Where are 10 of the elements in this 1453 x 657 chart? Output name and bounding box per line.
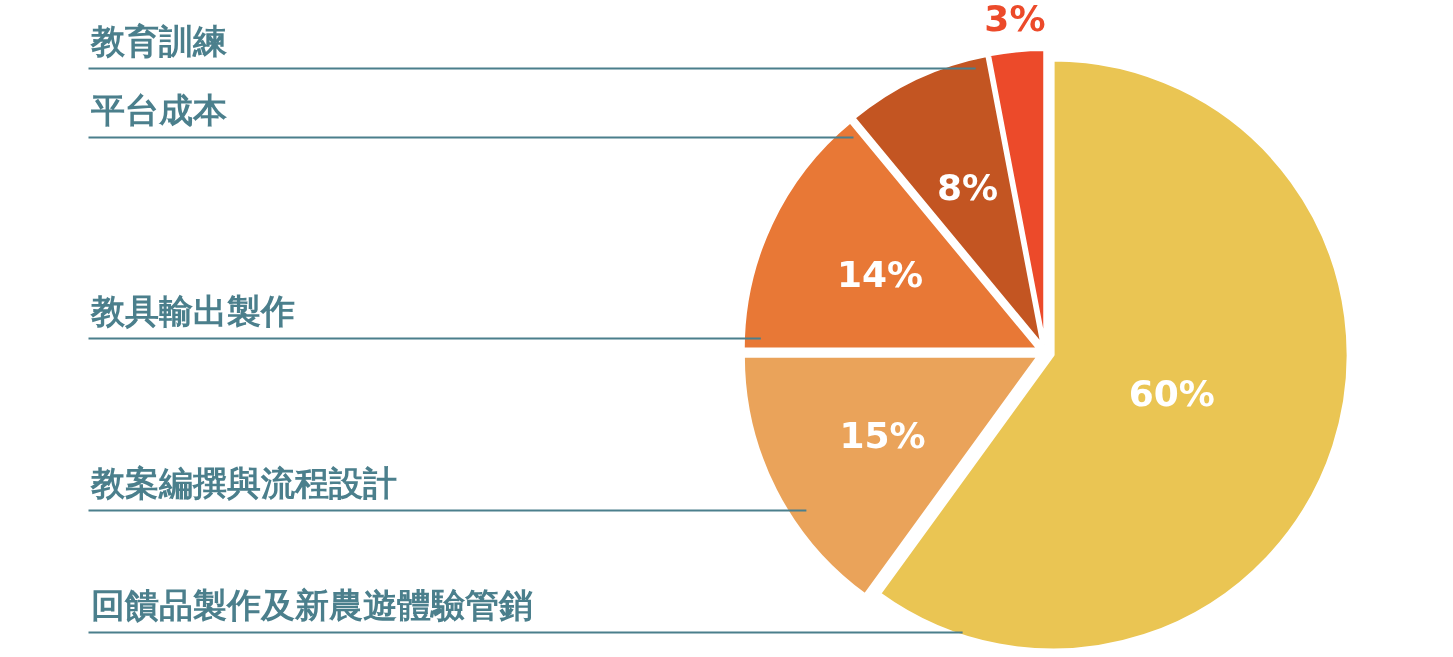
slice-label: 教具輸出製作 [89, 290, 295, 331]
slice-label: 教育訓練 [89, 20, 228, 61]
data-label: 8% [937, 166, 999, 208]
data-label: 60% [1128, 373, 1215, 415]
data-label: 14% [836, 254, 924, 296]
data-label: 15% [839, 415, 926, 457]
slice-label: 教案編撰與流程設計 [89, 462, 397, 503]
data-label: 3% [984, 0, 1046, 40]
slice-label: 平台成本 [89, 89, 228, 130]
slice-label: 回饋品製作及新農遊體驗管銷 [90, 584, 533, 625]
